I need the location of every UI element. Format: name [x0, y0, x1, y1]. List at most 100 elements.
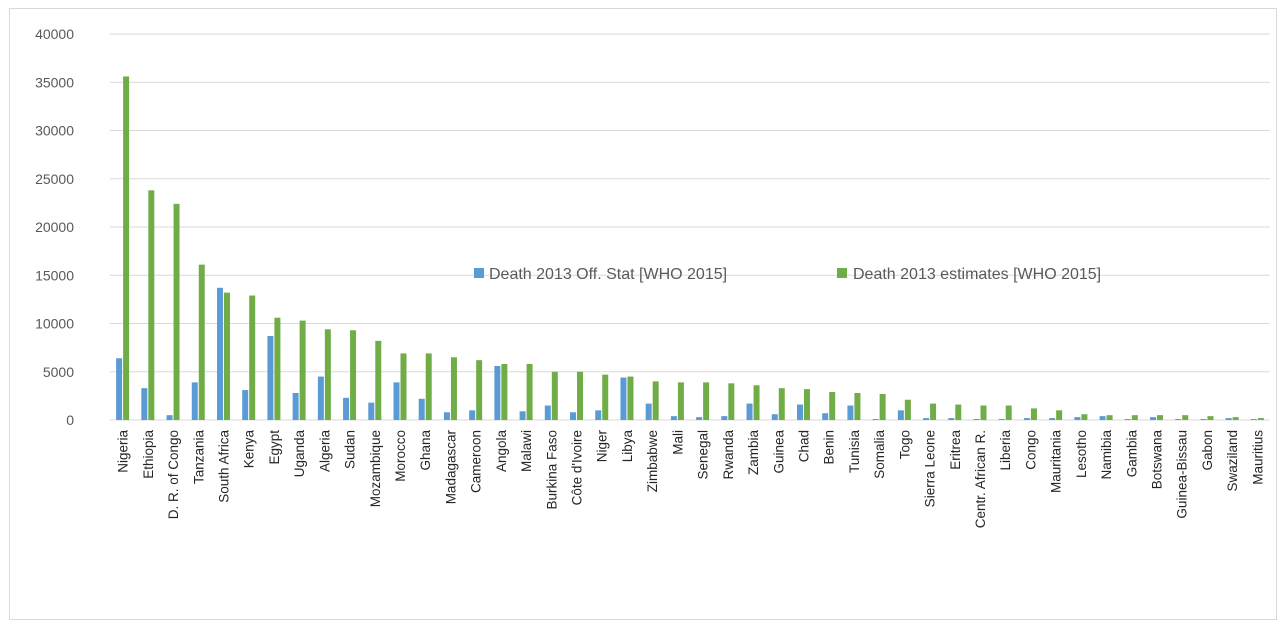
y-tick-label: 35000 [35, 74, 74, 90]
bar-official [696, 417, 703, 420]
bar-official [1023, 418, 1030, 420]
bar-official [393, 382, 400, 420]
bar-official [544, 405, 551, 420]
bar-estimate [1005, 405, 1012, 420]
bar-official [343, 397, 350, 420]
bar-official [141, 388, 148, 420]
bar-official [267, 336, 274, 420]
bar-official [494, 365, 501, 420]
bar-estimate [400, 353, 407, 420]
bar-official [443, 412, 450, 420]
bar-official [570, 412, 577, 420]
x-tick-label: Liberia [998, 430, 1013, 471]
x-tick-label: Cameroon [469, 430, 484, 493]
bar-official [948, 418, 955, 420]
bar-estimate [501, 364, 508, 420]
x-tick-label: Zambia [746, 430, 761, 476]
y-tick-label: 40000 [35, 26, 74, 42]
bar-estimate [728, 383, 735, 420]
x-tick-label: Tanzania [191, 430, 206, 485]
bar-official [771, 414, 778, 420]
bar-estimate [324, 329, 331, 420]
x-tick-label: Nigeria [116, 430, 131, 473]
bar-estimate [1232, 417, 1239, 420]
x-tick-label: Ghana [418, 430, 433, 471]
x-tick-label: Côte d'Ivoire [570, 430, 585, 505]
x-tick-label: Niger [595, 430, 610, 463]
bar-official [1099, 416, 1106, 420]
legend-swatch-estimates [837, 268, 847, 278]
x-tick-label: Egypt [267, 430, 282, 465]
bar-estimate [1081, 414, 1088, 420]
bar-official [721, 416, 728, 420]
y-tick-label: 15000 [35, 267, 74, 283]
x-tick-label: Centr. African R. [973, 430, 988, 528]
x-tick-label: Madagascar [443, 430, 458, 505]
x-tick-label: Senegal [696, 430, 711, 480]
bar-official [796, 404, 803, 420]
legend-label-estimates: Death 2013 estimates [WHO 2015] [853, 266, 1101, 283]
x-axis: Nigeria Ethiopia D. R. of Congo Tanzania Sou… [116, 430, 1266, 529]
bar-official [191, 382, 198, 420]
bar-estimate [198, 264, 205, 420]
x-tick-label: Congo [1023, 430, 1038, 470]
x-tick-label: Sudan [343, 430, 358, 469]
bar-official [645, 403, 652, 420]
x-tick-label: Somalia [872, 430, 887, 479]
bar-estimate [375, 340, 382, 420]
bar-estimate [274, 317, 281, 420]
bar-estimate [1056, 410, 1063, 420]
bar-estimate [652, 381, 659, 420]
bar-official [292, 392, 299, 420]
x-tick-label: Guinea [771, 430, 786, 474]
bar-estimate [955, 404, 962, 420]
bar-estimate [299, 320, 306, 420]
x-tick-label: Chad [796, 430, 811, 462]
gridlines [110, 33, 1270, 421]
x-tick-label: Togo [897, 430, 912, 459]
bar-official [1250, 419, 1257, 420]
bar-official [923, 418, 930, 420]
bar-estimate [350, 330, 357, 420]
bars [116, 76, 1264, 421]
bar-estimate [753, 385, 760, 420]
bar-estimate [526, 364, 533, 420]
bar-estimate [173, 203, 180, 420]
bar-estimate [476, 360, 483, 420]
y-tick-label: 30000 [35, 123, 74, 139]
x-tick-label: Libya [620, 430, 635, 463]
bar-official [670, 416, 677, 420]
x-tick-label: Rwanda [721, 430, 736, 480]
x-tick-label: Uganda [292, 430, 307, 478]
y-tick-label: 5000 [43, 364, 74, 380]
bar-estimate [778, 388, 785, 420]
bar-estimate [1207, 416, 1214, 420]
bar-estimate [829, 392, 836, 420]
bar-estimate [703, 382, 710, 420]
x-tick-label: Swaziland [1225, 430, 1240, 492]
bar-official [746, 403, 753, 420]
bar-official [216, 287, 223, 420]
y-tick-label: 20000 [35, 219, 74, 235]
bar-official [418, 398, 425, 420]
bar-estimate [551, 371, 558, 420]
legend-label-official: Death 2013 Off. Stat [WHO 2015] [489, 266, 727, 283]
bar-estimate [148, 190, 155, 420]
bar-estimate [879, 393, 886, 420]
x-tick-label: South Africa [216, 430, 231, 503]
bar-estimate [602, 374, 609, 420]
x-tick-label: Benin [822, 430, 837, 465]
x-tick-label: Morocco [393, 430, 408, 482]
bar-estimate [450, 357, 457, 420]
y-tick-label: 0 [66, 412, 74, 428]
x-tick-label: Mauritius [1250, 430, 1265, 485]
x-tick-label: D. R. of Congo [166, 430, 181, 519]
bar-official [116, 358, 123, 420]
x-tick-label: Mozambique [368, 430, 383, 507]
x-tick-label: Zimbabwe [645, 430, 660, 492]
x-tick-label: Angola [494, 430, 509, 473]
bar-estimate [1257, 418, 1264, 420]
bar-official [1175, 419, 1182, 420]
bar-official [822, 413, 829, 420]
